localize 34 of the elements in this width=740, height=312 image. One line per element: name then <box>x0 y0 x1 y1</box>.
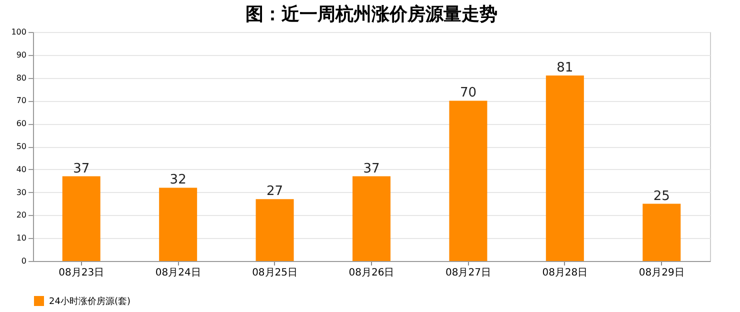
x-tick-label: 08月26日 <box>348 268 394 278</box>
bar <box>546 76 584 261</box>
y-tick-label: 20 <box>16 210 26 220</box>
y-tick-label: 0 <box>21 256 26 266</box>
data-label: 81 <box>556 60 574 76</box>
bar <box>352 176 390 261</box>
bar <box>642 204 681 261</box>
y-tick-label: 10 <box>16 234 26 243</box>
x-tick-label: 08月29日 <box>638 268 684 278</box>
y-tick-label: 90 <box>16 50 26 60</box>
x-tick-label: 08月27日 <box>445 268 491 278</box>
x-tick-label: 08月25日 <box>252 268 298 278</box>
y-tick-label: 50 <box>16 142 26 151</box>
y-tick-label: 60 <box>16 119 26 128</box>
bar <box>62 176 100 261</box>
data-label: 27 <box>266 184 284 200</box>
y-tick-label: 100 <box>11 28 26 36</box>
data-label: 25 <box>653 188 670 204</box>
bar <box>449 100 488 261</box>
x-tick-label: 08月28日 <box>542 268 588 278</box>
bar <box>256 199 294 261</box>
data-label: 37 <box>73 161 90 176</box>
y-tick-label: 30 <box>16 188 26 197</box>
y-tick-label: 80 <box>16 73 26 82</box>
x-tick-label: 08月23日 <box>58 268 104 278</box>
data-label: 32 <box>170 172 186 188</box>
chart-title: 图：近一周杭州涨价房源量走势 <box>246 4 498 25</box>
data-label: 37 <box>363 161 380 176</box>
legend-label: 24小时涨价房源(套) <box>49 296 130 307</box>
x-tick-label: 08月24日 <box>155 268 201 278</box>
y-tick-label: 70 <box>16 96 26 106</box>
bar <box>159 188 198 261</box>
data-label: 70 <box>460 86 476 101</box>
y-tick-label: 40 <box>16 164 26 174</box>
